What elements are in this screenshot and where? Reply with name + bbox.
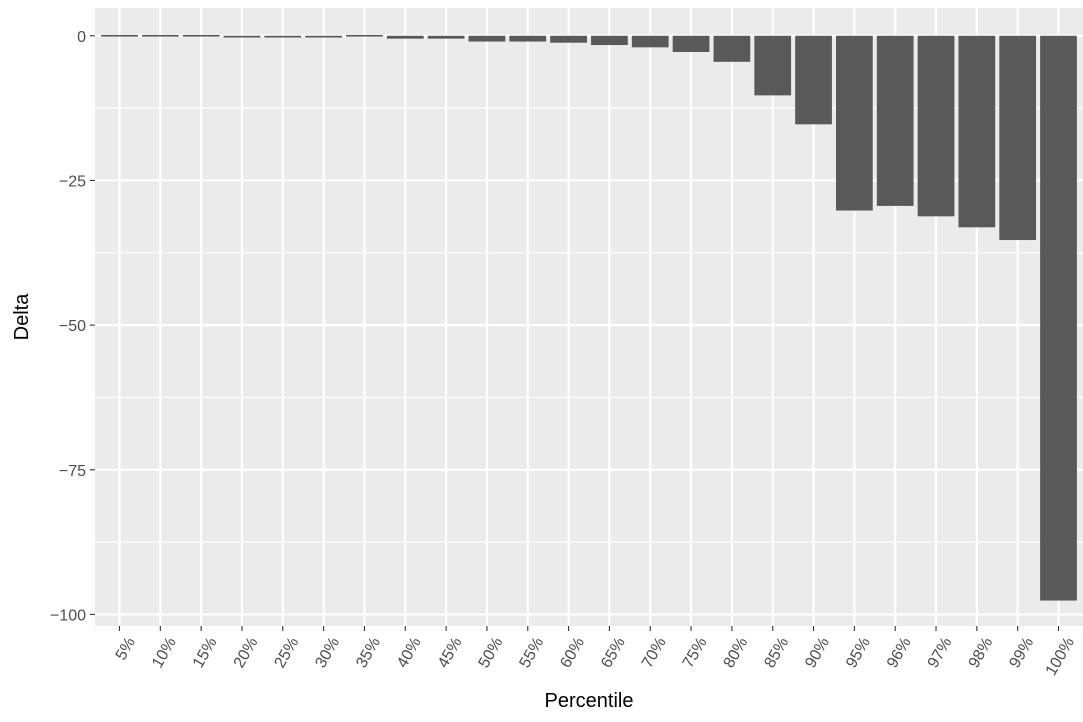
y-axis-ticks: 0 −25 −50 −75 −100 <box>50 29 95 624</box>
bar-80% <box>713 35 751 62</box>
bar-100% <box>1040 35 1077 601</box>
bar-90% <box>795 35 832 125</box>
x-tick-label: 25% <box>272 635 303 671</box>
x-tick-label: 20% <box>231 635 262 671</box>
x-axis-title: Percentile <box>545 690 634 712</box>
bar-15% <box>182 34 220 37</box>
x-tick-label: 70% <box>639 635 670 671</box>
x-tick-label: 10% <box>149 635 180 671</box>
bar-96% <box>876 35 914 206</box>
x-tick-label: 35% <box>353 635 384 671</box>
x-tick-label: 50% <box>476 635 507 671</box>
bar-99% <box>999 35 1037 241</box>
bar-75% <box>672 35 710 52</box>
x-axis-ticks: 5% 10% 15% 20% 25% 30% 35% 40% 45% 50% 55% 60% 65% 70… <box>113 626 1078 679</box>
bar-70% <box>631 35 669 48</box>
x-tick-label: 65% <box>598 635 629 671</box>
bar-30% <box>305 35 342 38</box>
y-axis-title: Delta <box>11 293 33 341</box>
x-tick-label: 75% <box>680 635 711 671</box>
x-tick-label: 5% <box>113 635 139 664</box>
y-tick-label: −25 <box>59 173 86 190</box>
bar-10% <box>141 34 179 37</box>
bar-98% <box>958 35 996 228</box>
x-tick-label: 90% <box>802 635 833 671</box>
x-tick-label: 96% <box>884 635 915 671</box>
x-tick-label: 85% <box>761 635 792 671</box>
x-tick-label: 97% <box>925 635 956 671</box>
gridlines <box>95 8 1083 626</box>
bar-85% <box>754 35 792 96</box>
bar-25% <box>264 35 302 38</box>
y-tick-label: −50 <box>59 318 86 335</box>
x-tick-label: 55% <box>516 635 547 671</box>
bar-65% <box>591 35 628 46</box>
x-tick-label: 40% <box>394 635 425 671</box>
x-tick-label: 15% <box>190 635 221 671</box>
x-tick-label: 100% <box>1043 635 1078 679</box>
bar-60% <box>550 35 587 43</box>
x-tick-label: 95% <box>843 635 874 671</box>
y-tick-label: −100 <box>50 607 86 624</box>
x-tick-label: 98% <box>966 635 997 671</box>
bar-50% <box>468 35 506 42</box>
bar-95% <box>836 35 873 211</box>
bar-35% <box>346 34 383 37</box>
bars <box>101 34 1077 601</box>
y-tick-label: 0 <box>77 29 86 46</box>
bar-45% <box>427 35 465 39</box>
x-tick-label: 30% <box>312 635 343 671</box>
x-tick-label: 45% <box>435 635 466 671</box>
bar-5% <box>101 34 138 37</box>
x-tick-label: 99% <box>1006 635 1037 671</box>
bar-20% <box>223 35 261 38</box>
x-tick-label: 60% <box>557 635 588 671</box>
y-tick-label: −75 <box>59 463 86 480</box>
bar-40% <box>386 35 424 39</box>
bar-97% <box>917 35 955 217</box>
x-tick-label: 80% <box>721 635 752 671</box>
bar-55% <box>509 35 547 42</box>
